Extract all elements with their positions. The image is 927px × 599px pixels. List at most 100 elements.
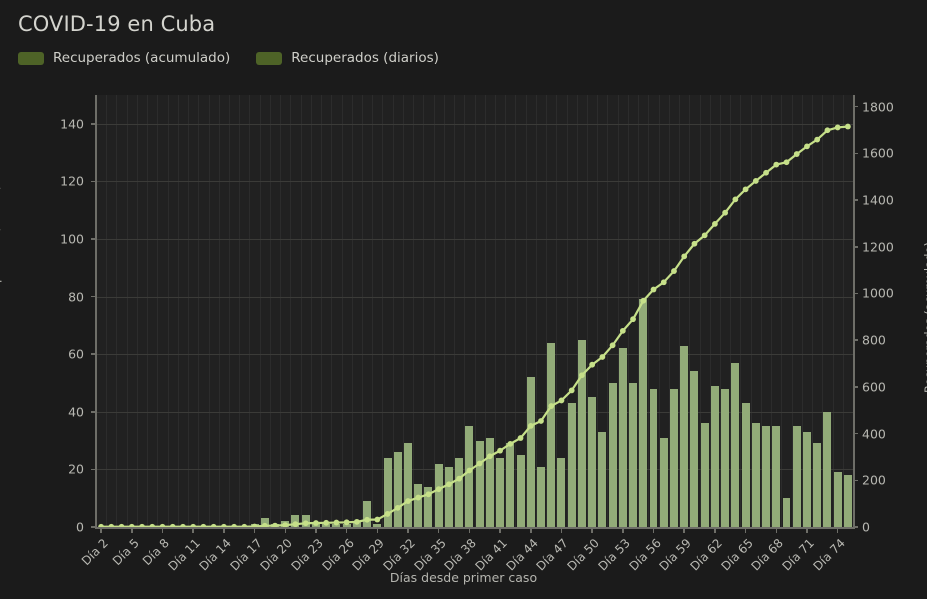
bar[interactable] bbox=[700, 423, 709, 527]
line-marker[interactable]: Día 2: 1 bbox=[98, 523, 105, 527]
line-marker[interactable]: Día 69: 1562 bbox=[783, 159, 790, 166]
bar[interactable] bbox=[465, 426, 474, 527]
bar[interactable] bbox=[649, 388, 658, 527]
bar[interactable] bbox=[843, 475, 852, 527]
line-marker[interactable]: Día 45: 454 bbox=[538, 418, 544, 424]
bar[interactable] bbox=[659, 437, 668, 527]
bar[interactable] bbox=[332, 524, 341, 527]
line-marker[interactable]: Día 41: 327 bbox=[497, 447, 503, 454]
line-marker[interactable]: Día 26: 20 bbox=[343, 519, 350, 526]
bar[interactable] bbox=[455, 457, 464, 527]
bar[interactable] bbox=[414, 483, 423, 527]
bar[interactable] bbox=[782, 498, 791, 527]
line-marker[interactable]: Día 63: 1346 bbox=[722, 209, 729, 216]
line-marker[interactable]: Día 61: 1249 bbox=[701, 232, 708, 239]
line-marker[interactable]: Día 29: 32 bbox=[374, 516, 381, 523]
line-marker[interactable]: Día 19: 6 bbox=[272, 522, 278, 527]
line-marker[interactable]: Día 12: 1 bbox=[200, 523, 207, 527]
bar[interactable] bbox=[792, 426, 801, 527]
line-marker[interactable]: Día 57: 1048 bbox=[660, 279, 667, 286]
line-marker[interactable]: Día 31: 82 bbox=[394, 504, 401, 511]
bar[interactable] bbox=[485, 437, 494, 527]
bar[interactable] bbox=[434, 463, 443, 527]
line-marker[interactable]: Día 60: 1213 bbox=[691, 240, 698, 247]
line-marker[interactable]: Día 47: 542 bbox=[558, 397, 565, 404]
bar[interactable] bbox=[557, 457, 566, 527]
bar[interactable] bbox=[751, 423, 760, 527]
line-marker[interactable]: Día 49: 650 bbox=[579, 372, 585, 379]
bar[interactable] bbox=[639, 299, 648, 527]
line-marker[interactable]: Día 52: 778 bbox=[609, 342, 616, 349]
line-marker[interactable]: Día 51: 728 bbox=[599, 354, 606, 360]
bar[interactable] bbox=[710, 385, 719, 527]
line-marker[interactable]: Día 71: 1630 bbox=[804, 143, 810, 150]
line-marker[interactable]: Día 11: 1 bbox=[190, 523, 197, 527]
line-marker[interactable]: Día 73: 1699 bbox=[824, 127, 831, 134]
line-marker[interactable]: Día 48: 585 bbox=[568, 387, 575, 394]
line-marker[interactable]: Día 72: 1659 bbox=[814, 136, 821, 143]
bar[interactable] bbox=[772, 426, 781, 527]
line-marker[interactable]: Día 18: 5 bbox=[261, 522, 268, 527]
line-marker[interactable]: Día 3: 1 bbox=[108, 523, 115, 527]
line-marker[interactable]: Día 68: 1552 bbox=[773, 161, 780, 168]
line-marker[interactable]: Día 44: 433 bbox=[527, 422, 534, 429]
line-marker[interactable]: Día 67: 1517 bbox=[763, 169, 769, 176]
bar[interactable] bbox=[506, 443, 515, 527]
line-marker[interactable]: Día 62: 1298 bbox=[712, 221, 718, 227]
line-marker[interactable]: Día 46: 518 bbox=[548, 403, 555, 409]
line-marker[interactable]: Día 37: 207 bbox=[456, 475, 463, 482]
bar[interactable] bbox=[444, 466, 453, 527]
line-marker[interactable]: Día 40: 303 bbox=[486, 453, 493, 460]
bar[interactable] bbox=[629, 383, 638, 527]
legend-item-diarios[interactable]: Recuperados (diarios) bbox=[256, 50, 439, 66]
line-marker[interactable]: Día 36: 183 bbox=[446, 481, 452, 488]
bar[interactable] bbox=[680, 345, 689, 527]
line-marker[interactable]: Día 74: 1711 bbox=[834, 124, 841, 131]
bar[interactable] bbox=[588, 397, 597, 527]
bar[interactable] bbox=[537, 466, 545, 527]
line-marker[interactable]: Día 66: 1482 bbox=[752, 178, 759, 184]
line-marker[interactable]: Día 65: 1446 bbox=[742, 186, 749, 193]
line-marker[interactable]: Día 39: 272 bbox=[476, 460, 483, 467]
bar[interactable] bbox=[404, 443, 412, 527]
line-marker[interactable]: Día 25: 19 bbox=[333, 519, 340, 526]
line-marker[interactable]: Día 64: 1403 bbox=[732, 196, 739, 203]
line-marker[interactable]: Día 23: 17 bbox=[313, 520, 319, 526]
bar[interactable] bbox=[833, 472, 842, 527]
bar[interactable] bbox=[516, 455, 525, 527]
bar[interactable] bbox=[802, 431, 811, 527]
bar[interactable] bbox=[260, 518, 269, 527]
line-marker[interactable]: Día 15: 1 bbox=[231, 523, 237, 527]
bar[interactable] bbox=[577, 339, 586, 527]
line-marker[interactable]: Día 43: 381 bbox=[517, 435, 524, 441]
line-marker[interactable]: Día 32: 111 bbox=[405, 498, 411, 504]
line-marker[interactable]: Día 53: 840 bbox=[619, 327, 626, 334]
bar[interactable] bbox=[475, 440, 484, 527]
line-marker[interactable]: Día 42: 356 bbox=[507, 440, 514, 447]
line-marker[interactable]: Día 50: 695 bbox=[589, 361, 596, 368]
bar[interactable] bbox=[383, 457, 392, 527]
legend-item-acumulado[interactable]: Recuperados (acumulado) bbox=[18, 50, 230, 66]
line-marker[interactable]: Día 8: 1 bbox=[159, 523, 166, 527]
line-marker[interactable]: Día 30: 56 bbox=[384, 511, 391, 517]
bar[interactable] bbox=[608, 383, 617, 527]
bar[interactable] bbox=[547, 342, 556, 527]
bar[interactable] bbox=[567, 403, 576, 527]
line-marker[interactable]: Día 7: 1 bbox=[149, 523, 156, 527]
bar[interactable] bbox=[526, 377, 535, 527]
line-marker[interactable]: Día 10: 1 bbox=[180, 523, 186, 527]
line-marker[interactable]: Día 6: 1 bbox=[139, 523, 145, 527]
line-marker[interactable]: Día 14: 1 bbox=[220, 523, 227, 527]
bar[interactable] bbox=[813, 443, 822, 527]
line-marker[interactable]: Día 70: 1597 bbox=[793, 151, 800, 157]
bar[interactable] bbox=[373, 524, 382, 527]
line-marker[interactable]: Día 16: 1 bbox=[241, 523, 248, 527]
bar[interactable] bbox=[496, 457, 505, 527]
bar[interactable] bbox=[669, 388, 678, 527]
line-marker[interactable]: Día 34: 140 bbox=[425, 491, 432, 498]
bar[interactable] bbox=[342, 524, 351, 527]
bar[interactable] bbox=[823, 411, 832, 527]
bar[interactable] bbox=[618, 348, 627, 527]
bar[interactable] bbox=[291, 515, 300, 527]
line-marker[interactable]: Día 59: 1159 bbox=[681, 253, 688, 260]
